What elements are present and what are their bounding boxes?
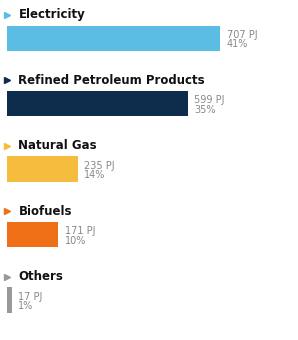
Text: 707 PJ: 707 PJ bbox=[227, 30, 257, 40]
Text: 10%: 10% bbox=[65, 236, 86, 246]
Text: 35%: 35% bbox=[194, 105, 216, 115]
Text: 599 PJ: 599 PJ bbox=[194, 95, 225, 105]
Text: Electricity: Electricity bbox=[18, 8, 85, 21]
Text: 17 PJ: 17 PJ bbox=[18, 291, 43, 302]
Bar bbox=[7, 156, 78, 182]
Text: Natural Gas: Natural Gas bbox=[18, 139, 97, 152]
Text: 14%: 14% bbox=[84, 170, 105, 180]
Bar bbox=[7, 91, 188, 116]
Text: Others: Others bbox=[18, 270, 63, 283]
Bar bbox=[7, 26, 221, 51]
Bar bbox=[7, 222, 58, 247]
Bar bbox=[7, 287, 12, 312]
Text: 41%: 41% bbox=[227, 39, 248, 49]
Text: Refined Petroleum Products: Refined Petroleum Products bbox=[18, 74, 205, 87]
Text: Biofuels: Biofuels bbox=[18, 205, 72, 218]
Text: 1%: 1% bbox=[18, 301, 33, 311]
Text: 235 PJ: 235 PJ bbox=[84, 160, 115, 171]
Text: 171 PJ: 171 PJ bbox=[65, 226, 95, 236]
